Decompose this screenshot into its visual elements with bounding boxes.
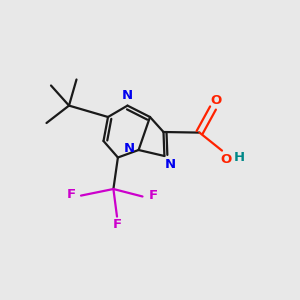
Text: F: F: [67, 188, 76, 201]
Text: F: F: [148, 189, 158, 202]
Text: O: O: [210, 94, 222, 107]
Text: N: N: [123, 142, 135, 155]
Text: N: N: [122, 89, 133, 103]
Text: H: H: [234, 151, 245, 164]
Text: O: O: [220, 153, 231, 166]
Text: F: F: [113, 218, 122, 232]
Text: N: N: [165, 158, 176, 172]
